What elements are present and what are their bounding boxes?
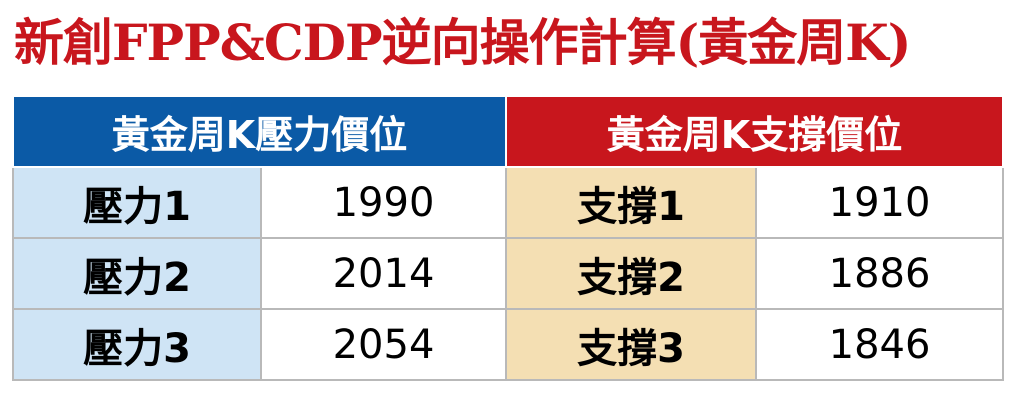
- price-cell: 1910: [755, 166, 1005, 239]
- price-table: 黃金周K壓力價位 黃金周K支撐價位 壓力1 1990 支撐1 1910 壓力2 2014 支…: [11, 95, 1005, 381]
- label-cell: 支撐3: [505, 308, 758, 381]
- label-cell: 壓力1: [12, 166, 262, 239]
- label-cell: 支撐2: [505, 237, 758, 310]
- label-cell: 壓力3: [12, 308, 262, 381]
- header-cell: 黃金周K支撐價位: [505, 95, 1005, 168]
- price-cell: 1990: [259, 166, 508, 239]
- label-cell: 支撐1: [505, 166, 758, 239]
- table-row: 壓力3 2054 支撐3 1846: [12, 308, 1005, 381]
- price-cell: 2054: [259, 308, 508, 381]
- label-cell: 壓力2: [12, 237, 262, 310]
- price-cell: 1846: [755, 308, 1005, 381]
- header-row: 黃金周K壓力價位 黃金周K支撐價位: [11, 95, 1005, 168]
- table-row: 壓力1 1990 支撐1 1910: [12, 166, 1005, 239]
- table-body: 壓力1 1990 支撐1 1910 壓力2 2014 支撐2 1886 壓力3 2054 支撐3 18…: [12, 166, 1005, 381]
- price-cell: 1886: [755, 237, 1005, 310]
- price-cell: 2014: [259, 237, 508, 310]
- table-row: 壓力2 2014 支撐2 1886: [12, 237, 1005, 310]
- title: 新創FPP&CDP逆向操作計算(黃金周K): [14, 13, 911, 72]
- header-cell: 黃金周K壓力價位: [11, 95, 508, 168]
